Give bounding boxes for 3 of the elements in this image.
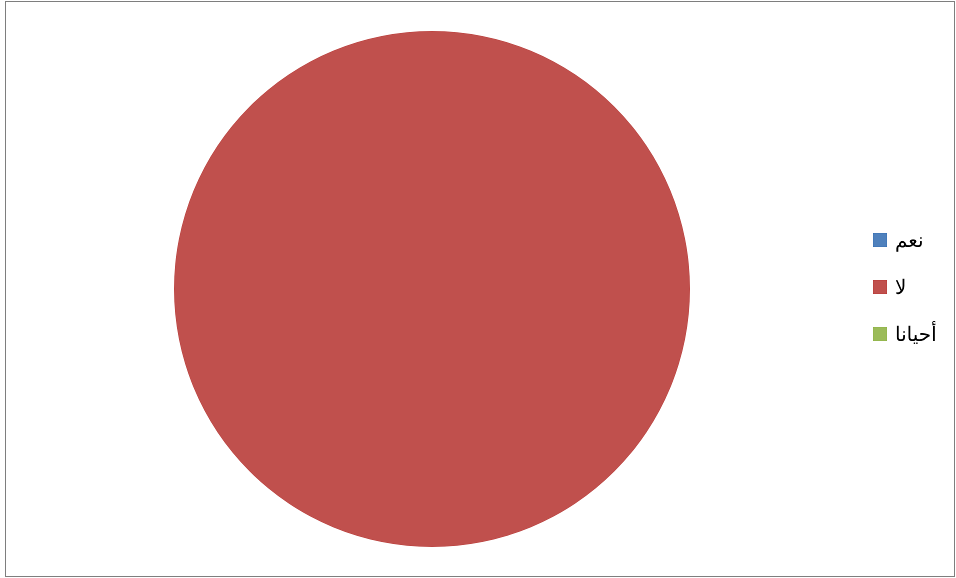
legend-label: نعم <box>895 228 924 252</box>
legend-label: أحيانا <box>895 321 937 346</box>
legend-label: لا <box>895 275 906 299</box>
